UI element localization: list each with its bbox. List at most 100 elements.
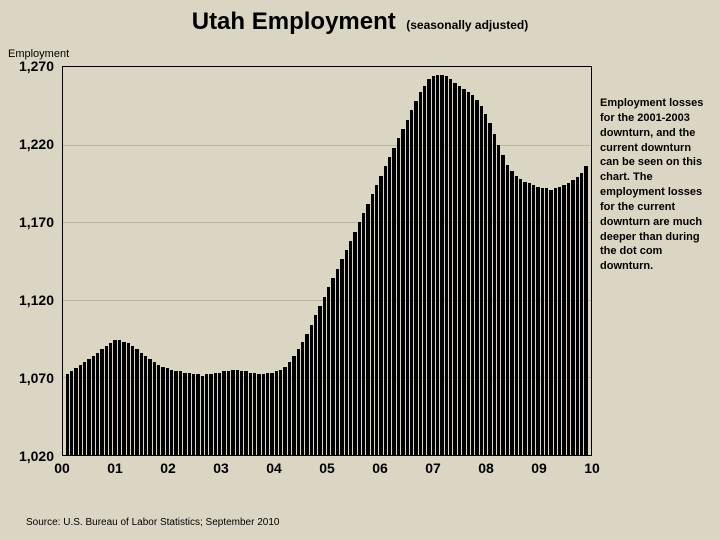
bar <box>571 180 574 455</box>
page: Utah Employment (seasonally adjusted) Em… <box>0 0 720 540</box>
bar <box>144 356 147 455</box>
bar <box>249 373 252 455</box>
bar <box>558 187 561 455</box>
bar <box>174 371 177 455</box>
bar <box>362 213 365 455</box>
bar <box>445 76 448 455</box>
bar <box>183 373 186 455</box>
bar <box>153 362 156 455</box>
bar <box>305 334 308 455</box>
bar-series <box>63 67 591 455</box>
bar <box>484 114 487 455</box>
bar <box>257 374 260 455</box>
bar <box>497 145 500 455</box>
bar <box>109 343 112 455</box>
bar <box>205 374 208 455</box>
source-text: Source: U.S. Bureau of Labor Statistics;… <box>26 517 279 528</box>
bar <box>118 340 121 455</box>
bar <box>453 83 456 455</box>
bar <box>375 185 378 455</box>
bar <box>70 371 73 455</box>
bar <box>462 89 465 455</box>
bar <box>170 370 173 455</box>
y-axis-ticks: 1,0201,0701,1201,1701,2201,270 <box>0 66 58 456</box>
bar <box>336 269 339 455</box>
bar <box>253 373 256 455</box>
bar <box>379 176 382 455</box>
bar <box>79 365 82 455</box>
bar <box>349 241 352 455</box>
bar <box>283 367 286 455</box>
bar <box>113 340 116 455</box>
bar <box>392 148 395 455</box>
bar <box>515 176 518 455</box>
bar <box>501 155 504 455</box>
bar <box>480 106 483 455</box>
x-tick-label: 01 <box>107 460 123 476</box>
chart-title: Utah Employment <box>192 8 396 35</box>
bar <box>580 173 583 455</box>
bar <box>122 342 125 455</box>
bar <box>366 204 369 455</box>
plot-area <box>62 66 592 456</box>
bar <box>140 353 143 455</box>
bar <box>240 371 243 455</box>
bar <box>244 371 247 455</box>
bar <box>262 374 265 455</box>
bar <box>66 374 69 455</box>
x-tick-label: 10 <box>584 460 600 476</box>
bar <box>83 362 86 455</box>
bar <box>100 349 103 455</box>
bar <box>266 373 269 455</box>
bar <box>157 365 160 455</box>
bar <box>314 315 317 455</box>
bar <box>371 194 374 455</box>
bar <box>536 187 539 455</box>
bar <box>288 362 291 455</box>
bar <box>432 76 435 455</box>
bar <box>96 353 99 455</box>
bar <box>353 232 356 455</box>
bar <box>528 183 531 455</box>
bar <box>410 110 413 455</box>
bar <box>358 222 361 455</box>
bar <box>549 190 552 455</box>
y-tick-label: 1,070 <box>0 370 54 386</box>
bar <box>406 120 409 455</box>
x-tick-label: 09 <box>531 460 547 476</box>
bar <box>292 356 295 455</box>
bar <box>323 297 326 455</box>
bar <box>148 359 151 455</box>
bar <box>92 356 95 455</box>
bar <box>275 371 278 455</box>
bar <box>227 371 230 455</box>
bar <box>541 188 544 455</box>
bar <box>192 374 195 455</box>
bar <box>236 370 239 455</box>
bar <box>279 370 282 455</box>
y-tick-label: 1,220 <box>0 136 54 152</box>
bar <box>567 183 570 455</box>
bar <box>436 75 439 455</box>
bar <box>270 373 273 455</box>
bar <box>297 349 300 455</box>
y-tick-label: 1,270 <box>0 58 54 74</box>
x-tick-label: 04 <box>266 460 282 476</box>
bar <box>414 101 417 455</box>
y-tick-label: 1,020 <box>0 448 54 464</box>
bar <box>440 75 443 455</box>
bar <box>545 188 548 455</box>
bar <box>576 177 579 455</box>
bar <box>554 188 557 455</box>
bar <box>423 86 426 455</box>
bar <box>179 371 182 455</box>
bar <box>523 182 526 455</box>
bar <box>231 370 234 455</box>
bar <box>340 259 343 455</box>
bar <box>188 373 191 455</box>
bar <box>74 368 77 455</box>
chart-subtitle: (seasonally adjusted) <box>406 18 528 32</box>
y-tick-label: 1,170 <box>0 214 54 230</box>
bar <box>449 79 452 455</box>
bar <box>318 306 321 455</box>
